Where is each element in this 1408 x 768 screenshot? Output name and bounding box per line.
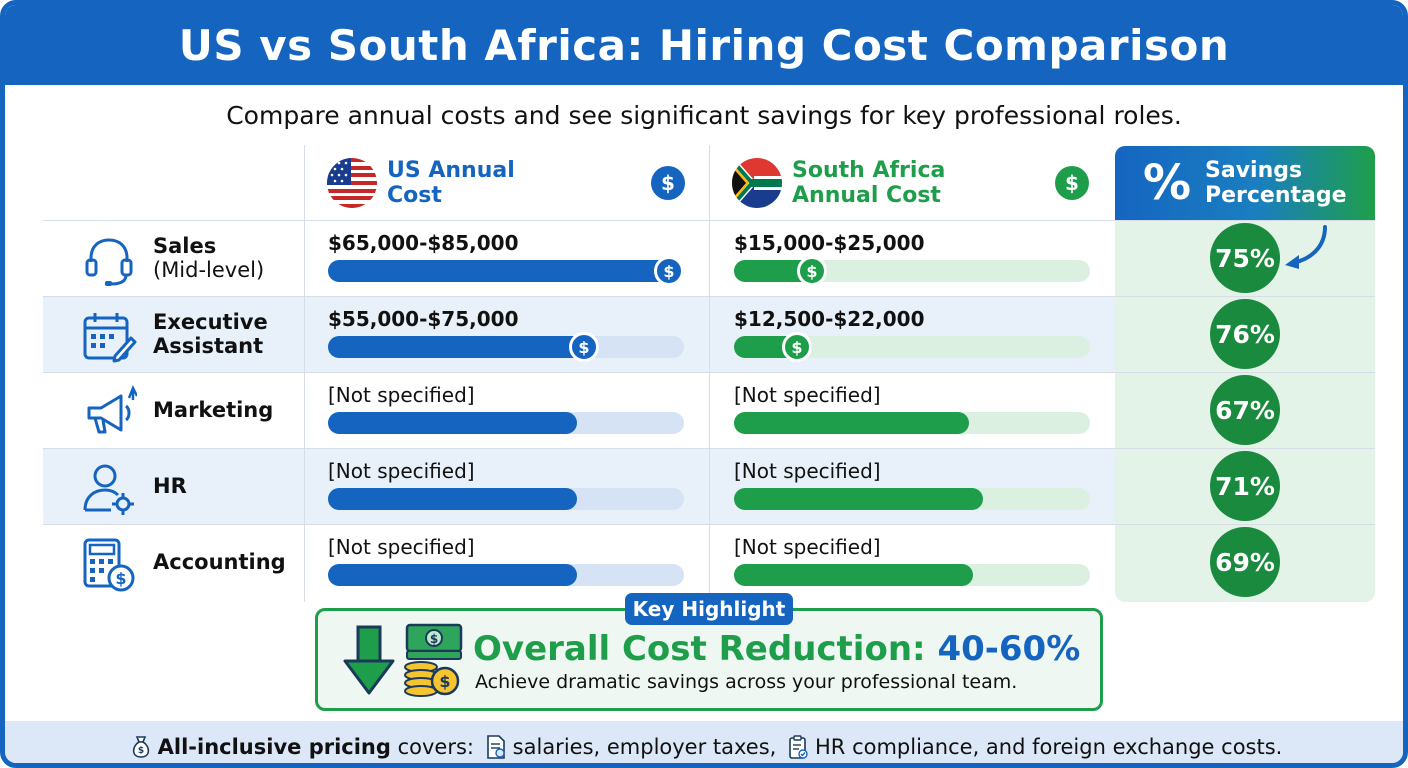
footer-text: salaries, employer taxes, bbox=[512, 735, 784, 759]
za-dollar-marker-icon: $ bbox=[782, 332, 812, 362]
role-name: Executive Assistant bbox=[153, 310, 268, 358]
role-name: Sales (Mid-level) bbox=[153, 234, 265, 282]
za-column-header: South Africa Annual Cost $ bbox=[732, 145, 1092, 221]
savings-column-title: Savings Percentage bbox=[1205, 158, 1347, 208]
role-name: Accounting bbox=[153, 550, 286, 574]
percent-icon: % bbox=[1143, 155, 1192, 211]
page-subtitle: Compare annual costs and see significant… bbox=[226, 101, 1182, 130]
us-dollar-marker-icon: $ bbox=[654, 256, 684, 286]
compliance-clipboard-icon bbox=[789, 735, 808, 759]
savings-badge: 67% bbox=[1210, 375, 1280, 445]
calendar-icon bbox=[81, 308, 137, 364]
us-cost-bar-track: $ bbox=[328, 332, 684, 362]
za-cost-bar-track bbox=[734, 564, 1090, 586]
divider bbox=[304, 145, 305, 602]
za-cost-bar bbox=[734, 564, 973, 586]
us-cost-bar bbox=[328, 488, 577, 510]
svg-text:$: $ bbox=[439, 672, 450, 691]
svg-text:$: $ bbox=[430, 632, 438, 646]
footer-bar: $ All-inclusive pricing covers: salaries… bbox=[5, 721, 1403, 763]
savings-column-header: % Savings Percentage bbox=[1115, 146, 1375, 220]
divider bbox=[709, 145, 710, 602]
svg-text:$: $ bbox=[138, 746, 144, 756]
pointer-arrow-icon bbox=[1285, 225, 1327, 269]
header-bar: US vs South Africa: Hiring Cost Comparis… bbox=[5, 5, 1403, 85]
table-row-shade bbox=[43, 448, 1115, 524]
us-cost-bar-track: $ bbox=[328, 256, 684, 286]
za-cost-bar bbox=[734, 412, 969, 434]
us-cost-bar-track bbox=[328, 488, 684, 510]
za-dollar-marker-icon: $ bbox=[797, 256, 827, 286]
savings-badge: 75% bbox=[1210, 223, 1280, 293]
footer-text: HR compliance, and foreign exchange cost… bbox=[815, 735, 1283, 759]
us-cost-label: [Not specified] bbox=[328, 459, 475, 483]
south-africa-flag-icon bbox=[732, 158, 782, 208]
highlight-title: Overall Cost Reduction: 40-60% bbox=[473, 629, 1081, 669]
za-cost-bar-track: $ bbox=[734, 256, 1090, 286]
us-dollar-marker-icon: $ bbox=[569, 332, 599, 362]
money-stack-icon: $ $ bbox=[404, 623, 463, 697]
za-cost-bar-track bbox=[734, 488, 1090, 510]
za-cost-label: [Not specified] bbox=[734, 535, 881, 559]
page-title: US vs South Africa: Hiring Cost Comparis… bbox=[178, 20, 1230, 70]
us-cost-bar bbox=[328, 564, 577, 586]
svg-text:$: $ bbox=[115, 569, 126, 588]
role-name: Marketing bbox=[153, 398, 274, 422]
money-bag-icon: $ bbox=[132, 736, 149, 758]
us-cost-label: $55,000-$75,000 bbox=[328, 307, 519, 331]
highlight-description: Achieve dramatic savings across your pro… bbox=[475, 671, 1018, 693]
us-cost-label: $65,000-$85,000 bbox=[328, 231, 519, 255]
us-cost-bar bbox=[328, 336, 599, 358]
za-cost-bar-track: $ bbox=[734, 332, 1090, 362]
down-arrow-icon bbox=[343, 625, 395, 695]
us-cost-bar-track bbox=[328, 564, 684, 586]
headset-icon bbox=[81, 232, 137, 288]
us-dollar-icon: $ bbox=[651, 166, 685, 200]
za-dollar-icon: $ bbox=[1055, 166, 1089, 200]
za-cost-label: [Not specified] bbox=[734, 459, 881, 483]
calculator-icon: $ bbox=[81, 536, 137, 592]
us-column-title: US Annual Cost bbox=[387, 158, 515, 208]
us-cost-bar-track bbox=[328, 412, 684, 434]
za-cost-label: [Not specified] bbox=[734, 383, 881, 407]
footer-text: covers: bbox=[390, 735, 481, 759]
za-cost-label: $15,000-$25,000 bbox=[734, 231, 925, 255]
tax-document-icon bbox=[486, 735, 505, 759]
us-column-header: US Annual Cost $ bbox=[327, 145, 687, 221]
savings-badge: 76% bbox=[1210, 299, 1280, 369]
za-cost-bar bbox=[734, 488, 983, 510]
highlight-value: 40-60% bbox=[937, 629, 1081, 669]
us-cost-label: [Not specified] bbox=[328, 535, 475, 559]
role-name: HR bbox=[153, 474, 187, 498]
user-gear-icon bbox=[81, 460, 137, 516]
us-cost-bar bbox=[328, 260, 684, 282]
savings-badge: 71% bbox=[1210, 451, 1280, 521]
us-flag-icon bbox=[327, 158, 377, 208]
us-cost-label: [Not specified] bbox=[328, 383, 475, 407]
za-cost-bar-track bbox=[734, 412, 1090, 434]
megaphone-icon bbox=[81, 384, 139, 440]
us-cost-bar bbox=[328, 412, 577, 434]
footer-bold-text: All-inclusive pricing bbox=[157, 735, 391, 759]
savings-badge: 69% bbox=[1210, 527, 1280, 597]
key-highlight-tag: Key Highlight bbox=[625, 593, 793, 625]
za-cost-label: $12,500-$22,000 bbox=[734, 307, 925, 331]
za-column-title: South Africa Annual Cost bbox=[792, 158, 946, 208]
